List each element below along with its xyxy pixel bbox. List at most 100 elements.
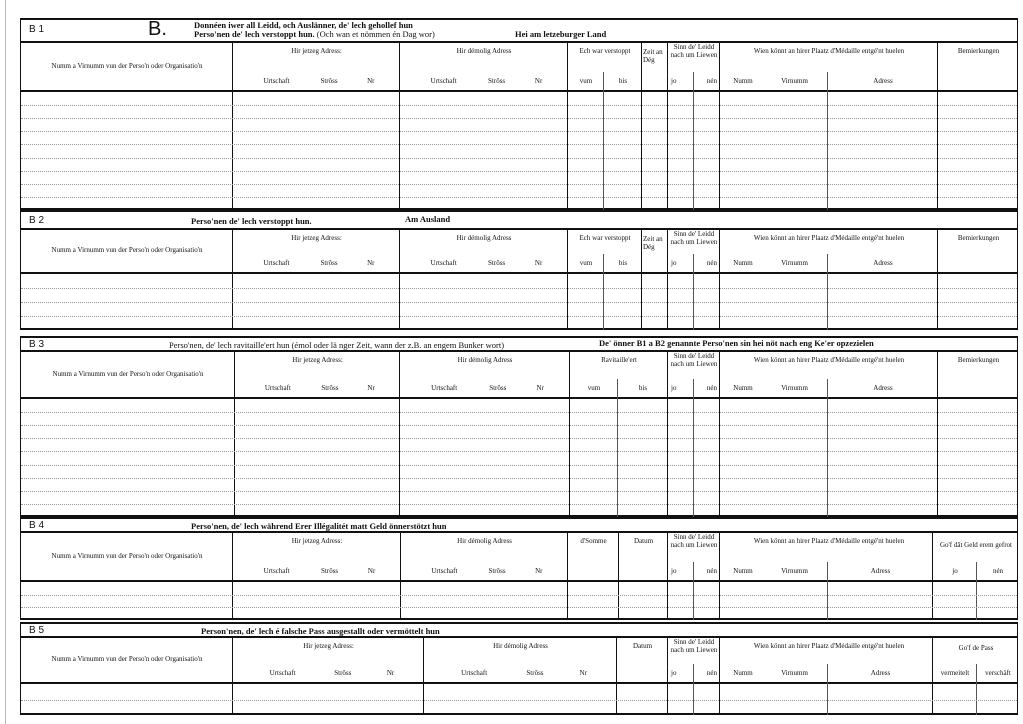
title-part: Perso'nen de' lech verstoppt hun.: [194, 29, 315, 39]
column-divider: [666, 533, 668, 582]
current-address-header: Hir jetzeg Adress:: [292, 356, 343, 364]
entry-row-line[interactable]: [21, 196, 1017, 198]
medal-name-header: Numm: [733, 77, 753, 85]
column-divider: [566, 92, 568, 210]
entry-row-line[interactable]: [21, 170, 1017, 172]
column-divider: [640, 230, 642, 274]
medal-address-header: Adress: [870, 669, 891, 677]
section-title-bar: B 2 Perso'nen de' lech verstoppt hun. Am A…: [20, 210, 1018, 230]
entry-row-line[interactable]: [21, 464, 1017, 466]
section-body: [20, 684, 1018, 715]
section-subtitle: Am Ausland: [405, 214, 451, 224]
to-header: bis: [618, 259, 628, 267]
number-header: Nr: [535, 567, 543, 575]
section-body: [20, 399, 1018, 517]
column-divider: [666, 43, 668, 92]
entry-row-line[interactable]: [21, 503, 1017, 505]
entry-row-line[interactable]: [21, 490, 1017, 492]
to-header: bis: [618, 77, 628, 85]
medal-address-header: Adress: [873, 77, 893, 85]
entry-row-line[interactable]: [21, 105, 1017, 107]
column-divider: [666, 92, 668, 210]
medal-recipient-header: Wien könnt an hirer Plaatz d'Médaille en…: [753, 47, 905, 55]
alive-header: Sinn de' Leidd nach um Liewen: [670, 230, 718, 246]
column-divider: [231, 43, 233, 92]
entry-row-line[interactable]: [21, 288, 1017, 289]
from-header: vum: [579, 77, 593, 85]
entry-row-line[interactable]: [21, 451, 1017, 453]
column-divider: [931, 533, 933, 582]
column-divider: [231, 230, 233, 274]
number-header: Nr: [536, 384, 544, 392]
alive-header: Sinn de' Leidd nach um Liewen: [670, 43, 718, 59]
entry-row-line[interactable]: [21, 699, 1017, 701]
section-code: B 1: [29, 24, 45, 35]
entry-row-line[interactable]: [21, 438, 1017, 440]
street-header: Strôss: [321, 384, 339, 392]
street-header: Strôss: [526, 669, 544, 677]
former-address-header: Hir démolig Adress: [457, 537, 512, 545]
number-header: Nr: [534, 259, 543, 267]
column-divider: [399, 582, 401, 620]
money-returned-header: Go'f dât Geld erem gefrot: [939, 541, 1012, 549]
section-header: Numm a Virnumm vun der Perso'n oder Orga…: [20, 43, 1018, 92]
medal-firstname-header: Virnumm: [781, 259, 808, 267]
street-header: Strôss: [320, 77, 338, 85]
from-header: vum: [587, 384, 601, 392]
subcolumn-divider: [616, 379, 618, 399]
column-divider: [718, 638, 720, 684]
entry-row-line[interactable]: [21, 412, 1017, 414]
yes-header: jo: [671, 384, 677, 392]
column-divider: [398, 352, 400, 399]
last-a-header: vermeitelt: [940, 669, 970, 677]
medal-name-header: Numm: [733, 259, 753, 267]
medal-recipient-header: Wien könnt an hirer Plaatz d'Médaille en…: [753, 642, 905, 650]
days-header: Zeit an Dég: [643, 48, 663, 64]
entry-row-line[interactable]: [21, 477, 1017, 479]
subcolumn-divider: [826, 92, 828, 210]
column-divider: [666, 582, 668, 620]
street-header: Strôss: [488, 259, 506, 267]
column-divider: [666, 399, 668, 517]
remarks-header: Bemierkungen: [957, 47, 1000, 55]
medal-address-header: Adress: [873, 384, 893, 392]
section-1: B 1 B. Donnéen iwer all Leidd, och Auslänn…: [20, 18, 1018, 210]
section-3: B 3 Perso'nen, de' lech ravitaille'ert hu…: [20, 336, 1018, 517]
entry-row-line[interactable]: [21, 118, 1017, 120]
medal-address-header: Adress: [873, 259, 893, 267]
section-header: Numm a Virnumm vun der Perso'n oder Orga…: [20, 638, 1018, 684]
section-header: Numm a Virnumm vun der Perso'n oder Orga…: [20, 533, 1018, 582]
column-divider: [568, 352, 570, 399]
column-divider: [718, 399, 720, 517]
number-header: Nr: [367, 77, 375, 85]
section-code: B 4: [29, 520, 45, 531]
entry-row-line[interactable]: [21, 183, 1017, 185]
column-divider: [936, 399, 938, 517]
entry-row-line[interactable]: [21, 157, 1017, 159]
entry-row-line[interactable]: [21, 316, 1017, 317]
entry-row-line[interactable]: [21, 594, 1017, 596]
entry-row-line[interactable]: [21, 607, 1017, 609]
number-header: Nr: [367, 567, 376, 575]
column-divider: [617, 533, 619, 582]
entry-row-line[interactable]: [21, 302, 1017, 303]
section-header: Numm a Virnumm vun der Perso'n oder Orga…: [20, 352, 1018, 399]
entry-row-line[interactable]: [21, 144, 1017, 146]
column-divider: [718, 230, 720, 274]
subcolumn-divider: [975, 664, 977, 684]
from-header: vum: [579, 259, 593, 267]
column-divider: [231, 582, 233, 620]
page-edge: [5, 0, 6, 724]
locality-header: Urtschaft: [263, 567, 290, 575]
entry-row-line[interactable]: [21, 131, 1017, 133]
former-address-header: Hir démolig Adress: [493, 642, 548, 650]
subcolumn-divider: [975, 562, 977, 582]
column-divider: [936, 92, 938, 210]
section-title: Person'nen, de' lech é falsche Pass ausg…: [201, 625, 440, 636]
section-2: B 2 Perso'nen de' lech verstoppt hun. Am A…: [20, 210, 1018, 330]
name-column-header: Numm a Virnumm vun der Perso'n oder Orga…: [52, 370, 204, 378]
locality-header: Urtschaft: [431, 567, 458, 575]
medal-firstname-header: Virnumm: [781, 567, 808, 575]
former-address-header: Hir démolig Adress: [456, 47, 512, 55]
entry-row-line[interactable]: [21, 425, 1017, 427]
